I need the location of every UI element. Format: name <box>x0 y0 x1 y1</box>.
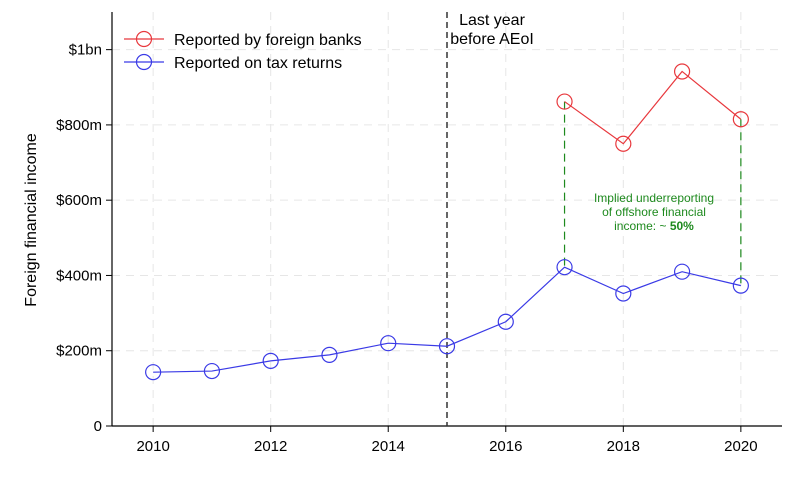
legend-item-foreign-banks: Reported by foreign banks <box>124 30 362 49</box>
data-point <box>497 313 514 330</box>
data-point <box>615 135 632 152</box>
data-point <box>556 93 573 110</box>
x-tick-label: 2018 <box>607 438 640 455</box>
x-tick-label: 2016 <box>489 438 522 455</box>
annotation: Implied underreporting of offshore finan… <box>594 191 714 233</box>
data-point <box>673 63 691 80</box>
legend-swatch-marker <box>135 53 153 71</box>
data-point <box>615 285 632 302</box>
x-tick-label: 2014 <box>372 438 405 455</box>
reference-line-label: Last year before AEoI <box>450 12 534 48</box>
annotation-line3: income: ~ 50% <box>614 219 694 233</box>
reference-label-line1: Last year <box>459 12 525 29</box>
data-point <box>262 352 279 369</box>
series-line <box>564 70 742 145</box>
data-point <box>438 338 456 355</box>
y-tick-label: $1bn <box>69 42 102 59</box>
data-point <box>380 335 397 352</box>
y-tick-label: $200m <box>56 343 102 360</box>
annotation-prefix: income: ~ <box>614 219 670 233</box>
axes: 0 $200m $400m $600m $800m $1bn 2010 2012 2014 201… <box>56 12 782 455</box>
data-point <box>145 364 162 381</box>
y-tick-label: $400m <box>56 267 102 284</box>
x-tick-label: 2010 <box>136 438 169 455</box>
annotation-value: 50% <box>670 219 694 233</box>
y-tick-label: 0 <box>94 418 102 435</box>
data-point <box>673 263 691 280</box>
reference-label-line2: before AEoI <box>450 31 534 48</box>
y-axis-title: Foreign financial income <box>23 133 40 307</box>
legend-label-tax-returns: Reported on tax returns <box>174 55 342 72</box>
data-point <box>732 111 749 128</box>
annotation-line1: Implied underreporting <box>594 191 714 205</box>
data-point <box>556 259 573 276</box>
annotation-line2: of offshore financial <box>602 205 706 219</box>
y-tick-label: $600m <box>56 192 102 209</box>
series-tax-returns <box>145 259 749 381</box>
legend-swatch-marker <box>135 30 153 48</box>
series-foreign-banks <box>556 63 749 152</box>
gap-lines <box>563 101 742 286</box>
x-tick-label: 2012 <box>254 438 287 455</box>
series-line <box>153 266 741 373</box>
data-point <box>203 362 221 380</box>
legend: Reported by foreign banks Reported on ta… <box>124 30 362 72</box>
data-point <box>732 277 749 294</box>
legend-label-foreign-banks: Reported by foreign banks <box>174 32 362 49</box>
x-tick-label: 2020 <box>724 438 757 455</box>
series <box>145 63 749 381</box>
legend-item-tax-returns: Reported on tax returns <box>124 53 342 72</box>
y-tick-label: $800m <box>56 117 102 134</box>
data-point <box>321 346 338 363</box>
